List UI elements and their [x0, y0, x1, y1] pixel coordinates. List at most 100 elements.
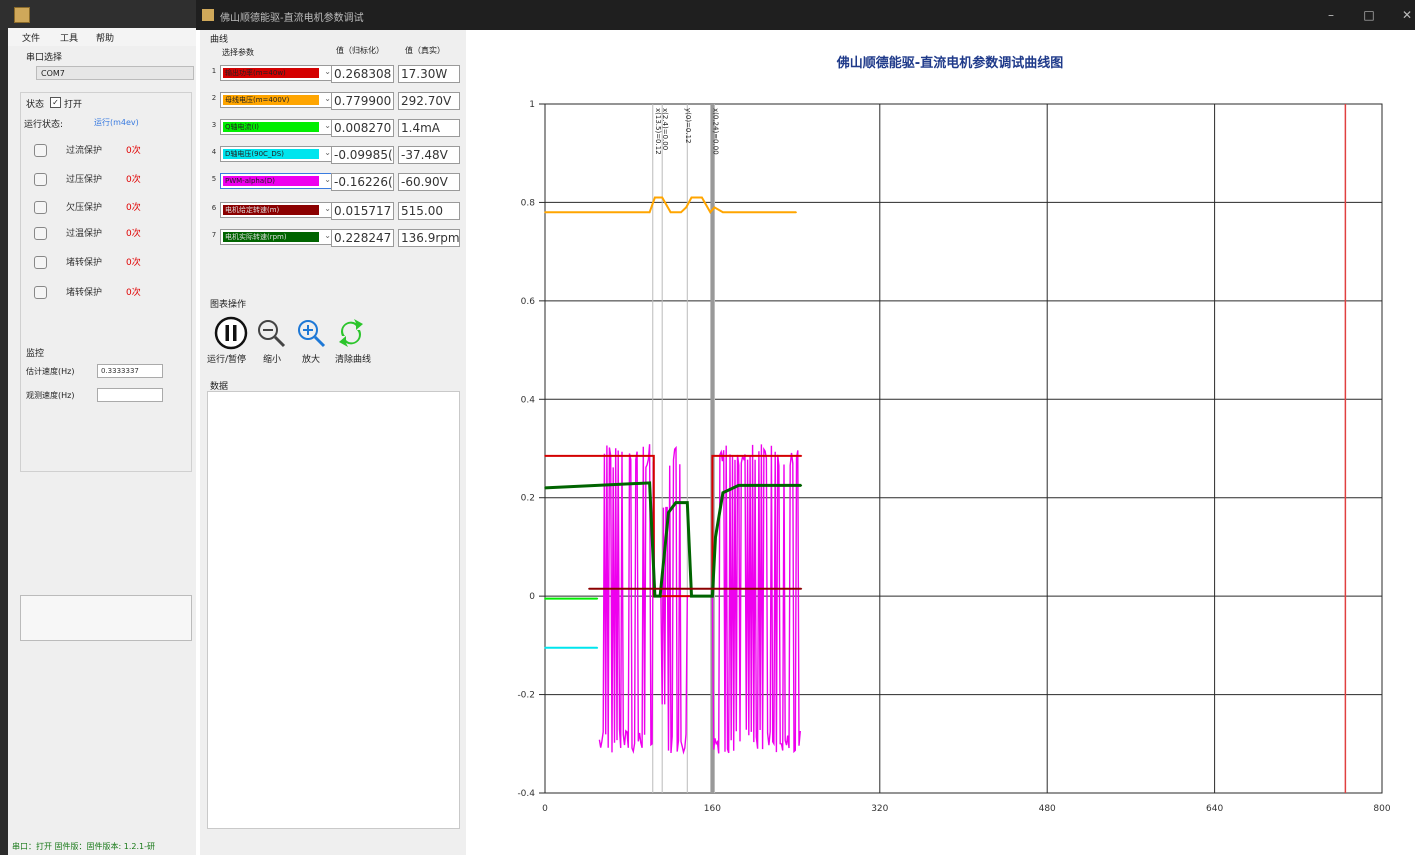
curve-select[interactable]: 电机给定转速(m) ⌄ — [220, 202, 334, 218]
series-point — [686, 501, 689, 504]
pwm-series-line — [598, 444, 801, 755]
series-point — [654, 196, 656, 199]
run-pause-label: 运行/暂停 — [207, 355, 247, 365]
curve-index: 4 — [211, 148, 217, 156]
curve-index: 2 — [211, 94, 217, 102]
curve-name: Q轴电流(I) — [223, 122, 319, 132]
run-state-value: 运行(m4ev) — [94, 118, 139, 127]
app-icon — [14, 7, 30, 23]
zoom-out-label: 缩小 — [263, 355, 282, 365]
curve-norm-value: 0.228247 — [331, 229, 394, 247]
run-state-label: 运行状态: — [24, 120, 64, 130]
protection-label: 欠压保护 — [66, 203, 103, 213]
cursor-annotation: x(13.5)=0.12 — [654, 108, 662, 155]
protection-count: 0次 — [126, 146, 141, 156]
curve-row: 3 Q轴电流(I) ⌄ 0.008270 1.4mA — [210, 116, 462, 138]
zoom-out-button[interactable] — [254, 316, 288, 350]
curve-select[interactable]: 母线电压(m=400V) ⌄ — [220, 92, 334, 108]
y-tick-label: 0.4 — [521, 395, 536, 405]
y-tick-label: -0.4 — [517, 789, 535, 799]
menu-tools[interactable]: 工具 — [60, 34, 79, 44]
curve-index: 5 — [211, 175, 217, 183]
data-label: 数据 — [210, 382, 229, 392]
protection-indicator — [34, 286, 47, 299]
protection-indicator — [34, 256, 47, 269]
curve-name: 母线电压(m=400V) — [223, 95, 319, 105]
curve-name: 输出功率(m=40w) — [223, 68, 319, 78]
observer-speed-label: 观测速度(Hz) — [26, 391, 75, 400]
run-pause-button[interactable] — [214, 316, 248, 350]
protection-label: 过温保护 — [66, 229, 103, 239]
protection-label: 堵转保护 — [66, 288, 103, 298]
window-title: 佛山顺德能驱-直流电机参数调试 — [220, 13, 364, 24]
protection-count: 0次 — [126, 288, 141, 298]
plot-border — [544, 103, 1383, 794]
y-tick-label: 0 — [529, 592, 535, 602]
chevron-down-icon: ⌄ — [324, 94, 331, 103]
curve-group-label: 曲线 — [210, 35, 229, 45]
estimate-speed-field[interactable]: 0.3333337 — [97, 364, 163, 378]
protection-label: 过流保护 — [66, 146, 103, 156]
series-line — [545, 196, 797, 215]
back-window — [8, 28, 198, 855]
series-point — [648, 482, 651, 484]
port-label: 串口选择 — [26, 53, 63, 63]
y-tick-label: -0.2 — [517, 691, 535, 701]
status-open-checkbox[interactable]: ✓ — [50, 97, 61, 108]
cursor-annotation: y(0)=0.12 — [684, 108, 692, 144]
curve-index: 1 — [211, 67, 217, 75]
y-tick-label: 0.6 — [521, 297, 536, 307]
menu-help[interactable]: 帮助 — [96, 34, 115, 44]
series-point — [711, 595, 714, 597]
curve-select[interactable]: D轴电压(90C_DS) ⌄ — [220, 146, 334, 162]
series-point — [713, 206, 716, 209]
menu-file[interactable]: 文件 — [22, 34, 41, 44]
curve-select[interactable]: Q轴电流(I) ⌄ — [220, 119, 334, 135]
protection-indicator — [34, 173, 47, 186]
series-point — [544, 455, 546, 457]
series-point — [800, 455, 803, 457]
cursor-annotation: x(0.24)=0.00 — [711, 108, 719, 155]
status-label: 状态 — [26, 100, 45, 110]
observer-speed-field[interactable] — [97, 388, 163, 402]
clear-curve-label: 清除曲线 — [335, 355, 372, 365]
series-point — [714, 536, 717, 538]
maximize-button[interactable]: □ — [1363, 8, 1375, 22]
curve-real-value: 292.70V — [398, 92, 460, 110]
curve-real-value: -60.90V — [398, 173, 460, 191]
close-button[interactable]: ✕ — [1401, 8, 1413, 22]
series-point — [596, 484, 599, 487]
status-open-label: 打开 — [64, 100, 83, 110]
curve-norm-value: 0.779900 — [331, 92, 394, 110]
chart-plot[interactable]: x(13.5)=0.12 x(2.4)=0.00 y(0)=0.12 x(0.24)=… — [466, 30, 1415, 855]
port-select[interactable]: COM7 — [36, 66, 194, 80]
curve-name: 电机实际转速(rpm) — [223, 232, 319, 242]
main-titlebar — [196, 0, 1415, 30]
curve-row: 7 电机实际转速(rpm) ⌄ 0.228247 136.9rpm — [210, 226, 462, 248]
x-tick-label: 480 — [1039, 804, 1056, 814]
series-point — [654, 595, 656, 597]
col-norm-header: 值（归标化） — [336, 46, 384, 55]
minimize-button[interactable]: – — [1328, 8, 1334, 22]
clear-curve-button[interactable] — [334, 316, 368, 350]
x-tick-label: 640 — [1206, 804, 1223, 814]
curve-index: 3 — [211, 121, 217, 129]
curve-norm-value: 0.008270 — [331, 119, 394, 137]
protection-label: 过压保护 — [66, 175, 103, 185]
log-textbox[interactable] — [20, 595, 192, 641]
curve-select[interactable]: 电机实际转速(rpm) ⌄ — [220, 229, 334, 245]
series-point — [596, 597, 599, 600]
zoom-in-button[interactable] — [294, 316, 328, 350]
status-groupbox — [20, 92, 192, 472]
curve-select[interactable]: PWM-alpha(D) ⌄ — [220, 173, 334, 189]
curve-norm-value: -0.16226( — [331, 173, 394, 191]
y-tick-label: 0.2 — [521, 494, 535, 504]
curve-select[interactable]: 输出功率(m=40w) ⌄ — [220, 65, 334, 81]
curve-real-value: 1.4mA — [398, 119, 460, 137]
col-select-header: 选择参数 — [222, 48, 254, 57]
series-point — [800, 587, 803, 590]
series-point — [680, 211, 682, 214]
back-window-titlebar — [0, 0, 200, 30]
data-textbox[interactable] — [207, 391, 460, 829]
curve-real-value: -37.48V — [398, 146, 460, 164]
